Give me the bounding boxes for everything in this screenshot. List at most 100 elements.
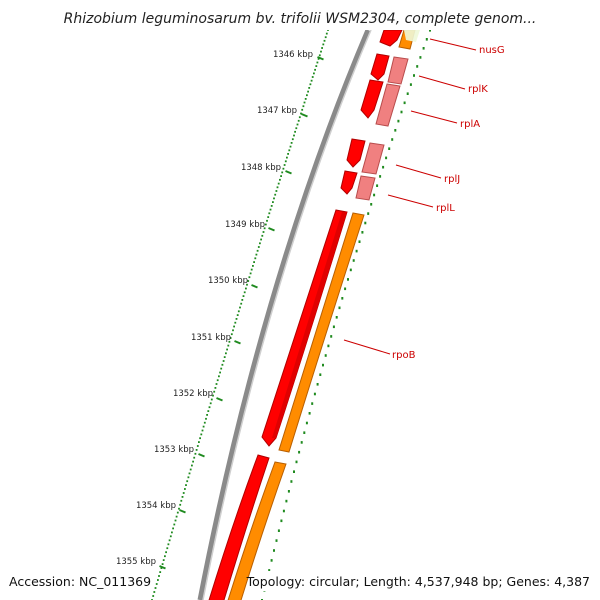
outer-scale-dot: [277, 529, 280, 532]
label-rplK[interactable]: rplK: [418, 75, 488, 95]
scale-dot: [175, 515, 178, 518]
gene-rplL-cds: [340, 170, 376, 201]
scale-dot: [203, 421, 206, 424]
scale-dot: [262, 231, 265, 233]
outer-scale-dot: [347, 278, 349, 281]
gene-label-rplJ[interactable]: rplJ: [444, 174, 460, 185]
outer-scale-dot: [367, 212, 370, 215]
outer-scale-dot: [416, 65, 419, 68]
scale-dot: [327, 30, 329, 31]
label-nusG[interactable]: nusG: [429, 38, 505, 56]
outer-scale-dot: [394, 129, 397, 132]
outer-scale-dot: [338, 306, 341, 310]
gene-nusG-cds: [379, 30, 420, 50]
gene-labels: nusG rplK rplA rplJ rplL rpoB: [343, 38, 505, 361]
scale-dot: [227, 344, 230, 347]
scale-dot: [180, 499, 183, 502]
scale-dot: [301, 108, 304, 111]
scale-dot: [286, 156, 288, 159]
rplK-cds-body: [370, 53, 390, 81]
next-protein-body: [227, 461, 287, 600]
scale-dot: [276, 186, 279, 189]
scale-dot: [268, 212, 271, 215]
scale-dot: [270, 205, 273, 207]
scale-dot: [256, 249, 259, 252]
scale-dot: [308, 87, 311, 89]
leader-rplL: [387, 194, 434, 208]
outer-scale-dot: [429, 30, 431, 32]
scale-dot: [179, 503, 182, 506]
gene-label-rplL[interactable]: rplL: [436, 203, 455, 214]
scale-dot: [249, 272, 252, 275]
scale-dot: [263, 227, 266, 230]
scale-dot: [165, 551, 167, 554]
scale-dot: [210, 398, 213, 401]
scale-dot: [260, 238, 262, 241]
scale-dot: [230, 333, 233, 336]
outer-scale-dot: [376, 184, 379, 187]
gene-rpoB-cds: [261, 209, 348, 447]
scale-dot: [172, 527, 174, 530]
major-tick: [198, 453, 205, 458]
scale-dot: [209, 402, 212, 405]
scale-dot: [158, 575, 160, 577]
backbone-highlight: [202, 30, 372, 600]
gene-label-rplA[interactable]: rplA: [460, 119, 480, 130]
gene-label-rplK[interactable]: rplK: [468, 84, 488, 95]
scale-dot: [221, 363, 224, 366]
scale-dot: [277, 182, 280, 185]
topology-text: Topology: circular; Length: 4,537,948 bp…: [246, 574, 590, 589]
label-rpoB[interactable]: rpoB: [343, 339, 416, 361]
scale-dot: [191, 464, 193, 467]
major-tick: [216, 397, 223, 402]
scale-dot: [284, 160, 287, 163]
outer-scale-dot: [305, 421, 308, 425]
scale-dot: [266, 219, 268, 222]
scale-dot: [213, 390, 216, 393]
scale-dot: [184, 488, 186, 490]
outer-scale-dot: [419, 56, 422, 59]
scale-dot: [155, 583, 158, 585]
scale-dot: [279, 178, 281, 181]
label-rplJ[interactable]: rplJ: [395, 164, 460, 185]
scale-dot: [257, 246, 260, 248]
scale-dot: [242, 295, 245, 297]
scale-dot: [314, 68, 316, 71]
footer-right-bg: [256, 571, 594, 591]
rpoB-protein-body: [278, 212, 365, 453]
scale-dot: [236, 314, 239, 316]
scale-dot: [207, 410, 210, 412]
gene-label-nusG[interactable]: nusG: [479, 45, 505, 56]
outer-scale-dot: [319, 373, 322, 376]
gene-label-rpoB[interactable]: rpoB: [392, 350, 416, 361]
label-rplL[interactable]: rplL: [387, 194, 455, 214]
scale-dot: [214, 387, 217, 389]
scale-dot: [307, 90, 309, 93]
scale-dot: [201, 429, 204, 432]
outer-scale-dot: [382, 165, 385, 169]
footer-left-bg: [4, 571, 150, 591]
outer-scale-dot: [358, 240, 361, 243]
scale-labels: 1346 kbp 1347 kbp 1348 kbp 1349 kbp 1350…: [116, 50, 313, 567]
scale-dot: [194, 452, 197, 455]
rplA-cds-body: [360, 79, 384, 119]
scale-dot: [315, 65, 318, 67]
map-title: Rhizobium leguminosarum bv. trifolii WSM…: [64, 11, 537, 27]
tick-label: 1351 kbp: [191, 333, 231, 343]
scale-dot: [317, 58, 320, 60]
scale-dot: [206, 414, 208, 416]
scale-dot: [164, 555, 166, 558]
outer-scale-dot: [287, 490, 290, 493]
gene-rplA-cds: [360, 79, 401, 127]
scale-dot: [174, 519, 177, 522]
scale-dot: [269, 208, 272, 211]
tick-label: 1355 kbp: [116, 557, 156, 567]
scale-dot: [280, 175, 282, 177]
scale-dot: [304, 98, 307, 100]
tick-label: 1350 kbp: [208, 276, 248, 286]
scale-dot: [182, 492, 185, 494]
label-rplA[interactable]: rplA: [410, 110, 480, 130]
scale-dot: [239, 306, 241, 309]
scale-dot: [202, 425, 205, 428]
outer-scale-dot: [298, 450, 301, 454]
